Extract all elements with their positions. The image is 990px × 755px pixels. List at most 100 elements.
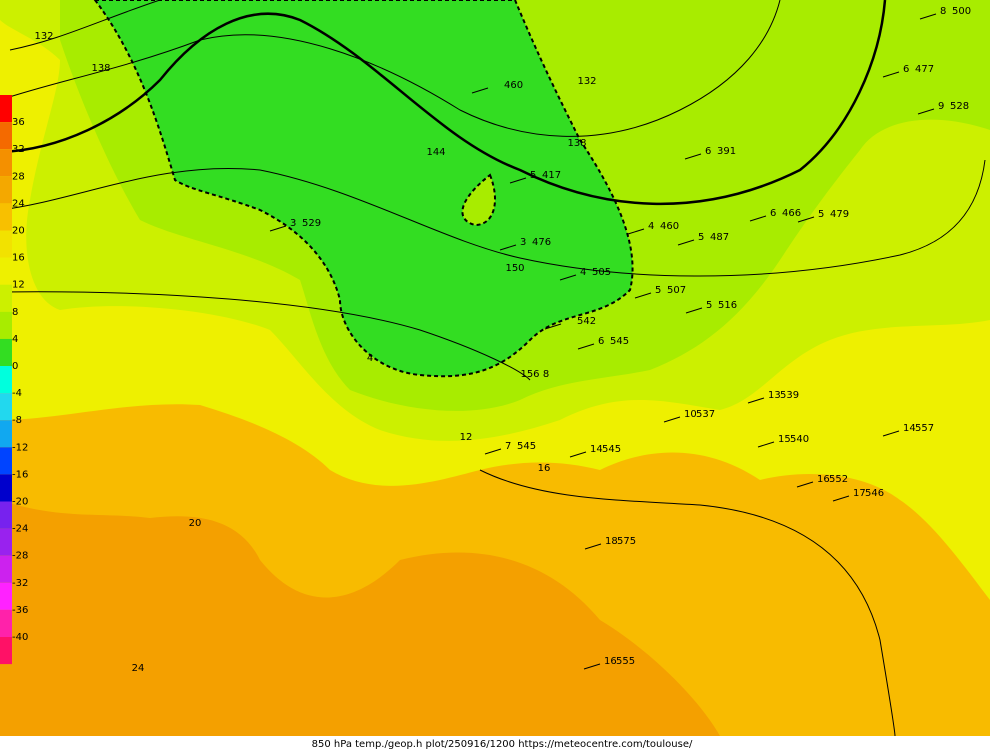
station-temp: 5 bbox=[706, 300, 712, 311]
wind-barb bbox=[634, 292, 652, 299]
contour bbox=[9, 0, 161, 51]
station-height: 417 bbox=[542, 170, 561, 181]
scale-label: -32 bbox=[12, 578, 28, 589]
wind-barb bbox=[882, 71, 900, 78]
scale-label: -16 bbox=[12, 469, 28, 480]
height-contour-label: 132 bbox=[577, 76, 596, 87]
wind-barb bbox=[484, 448, 502, 455]
scale-label: -40 bbox=[12, 632, 28, 643]
scale-band bbox=[0, 203, 12, 231]
scale-label: -28 bbox=[12, 551, 28, 562]
scale-label: -36 bbox=[12, 605, 28, 616]
scale-band bbox=[0, 338, 12, 366]
scale-label: 32 bbox=[12, 144, 25, 155]
station-height: 500 bbox=[952, 6, 971, 17]
scale-band bbox=[0, 149, 12, 177]
station-temp: 6 bbox=[705, 146, 711, 157]
wind-barb bbox=[677, 239, 695, 246]
station-temp: 7 bbox=[505, 441, 511, 452]
station-height: 540 bbox=[790, 434, 809, 445]
height-contour-label: 132 bbox=[34, 31, 53, 42]
station-height: 507 bbox=[667, 285, 686, 296]
temp-contour-label: 16 bbox=[538, 463, 551, 474]
temp-contour-label: 24 bbox=[132, 663, 145, 674]
contour bbox=[0, 159, 986, 277]
station-temp: 4 bbox=[580, 267, 586, 278]
station-temp: 5 bbox=[530, 170, 536, 181]
wind-barb bbox=[832, 495, 850, 502]
station-height: 479 bbox=[830, 209, 849, 220]
scale-label: 24 bbox=[12, 198, 25, 209]
field-4 bbox=[93, 0, 634, 378]
station-height: 391 bbox=[717, 146, 736, 157]
station-temp: 8 bbox=[940, 6, 946, 17]
station-temp: 16 bbox=[817, 474, 830, 485]
station-temp: 9 bbox=[938, 101, 944, 112]
color-scale: 36 32 28 24 20 16 12 8 4 0 -4 -8 -12 -16 -20 -24 -28 -32 -… bbox=[0, 95, 28, 665]
temp-contour-label: 12 bbox=[460, 432, 473, 443]
scale-label: 20 bbox=[12, 226, 25, 237]
station-height: 487 bbox=[710, 232, 729, 243]
scale-band bbox=[0, 637, 12, 665]
scale-band bbox=[0, 122, 12, 150]
wind-barb bbox=[663, 416, 681, 423]
labels: 132 138 132 138 144 150 156 4 8 12 16 20 24 bbox=[34, 31, 596, 674]
station-height: 477 bbox=[915, 64, 934, 75]
scale-label: 12 bbox=[12, 280, 25, 291]
wind-barb bbox=[583, 663, 601, 670]
scale-band bbox=[0, 447, 12, 475]
height-contour-label: 150 bbox=[505, 263, 524, 274]
station-temp: 5 bbox=[818, 209, 824, 220]
station-height: 545 bbox=[602, 444, 621, 455]
scale-band bbox=[0, 528, 12, 556]
wind-barb bbox=[499, 244, 517, 251]
temp-contour-label: 8 bbox=[543, 369, 549, 380]
station-height: 545 bbox=[610, 336, 629, 347]
scale-band bbox=[0, 393, 12, 421]
height-contour-label: 156 bbox=[520, 369, 539, 380]
station-height: 546 bbox=[865, 488, 884, 499]
contour bbox=[0, 0, 781, 137]
station-height: 505 bbox=[592, 267, 611, 278]
station-temp: 13 bbox=[768, 390, 781, 401]
station-temp: 6 bbox=[903, 64, 909, 75]
scale-label: -20 bbox=[12, 497, 28, 508]
station-temp: 3 bbox=[290, 218, 296, 229]
scale-label: 36 bbox=[12, 117, 25, 128]
wind-barb bbox=[757, 441, 775, 448]
scale-label: -4 bbox=[12, 388, 22, 399]
scale-band bbox=[0, 501, 12, 529]
scale-band bbox=[0, 420, 12, 448]
wind-barb bbox=[577, 343, 595, 350]
station-temp: 17 bbox=[853, 488, 866, 499]
scale-label: -8 bbox=[12, 415, 22, 426]
station-height: 557 bbox=[915, 423, 934, 434]
wind-barb bbox=[919, 13, 937, 20]
height-contour-label: 138 bbox=[567, 138, 586, 149]
station-height: 460 bbox=[504, 80, 523, 91]
footer: 850 hPa temp./geop.h plot/250916/1200 ht… bbox=[312, 739, 693, 750]
station-height: 555 bbox=[616, 656, 635, 667]
wind-barb bbox=[559, 274, 577, 281]
station-temp: 10 bbox=[684, 409, 697, 420]
wind-barb bbox=[882, 430, 900, 437]
wind-barb bbox=[684, 153, 702, 160]
station-temp: 14 bbox=[903, 423, 916, 434]
temp-contour-label: 20 bbox=[189, 518, 202, 529]
wind-barb bbox=[749, 215, 767, 222]
wind-barb bbox=[685, 307, 703, 314]
station-height: 539 bbox=[780, 390, 799, 401]
contour bbox=[479, 469, 896, 737]
wind-barb bbox=[471, 87, 489, 94]
station-height: 460 bbox=[660, 221, 679, 232]
station-temp: 6 bbox=[598, 336, 604, 347]
station-temp: 5 bbox=[698, 232, 704, 243]
scale-label: 16 bbox=[12, 253, 25, 264]
scale-label: 0 bbox=[12, 361, 18, 372]
scale-band bbox=[0, 609, 12, 637]
contour bbox=[0, 0, 887, 205]
wind-barb bbox=[796, 481, 814, 488]
scale-band bbox=[0, 474, 12, 502]
scale-band bbox=[0, 366, 12, 394]
